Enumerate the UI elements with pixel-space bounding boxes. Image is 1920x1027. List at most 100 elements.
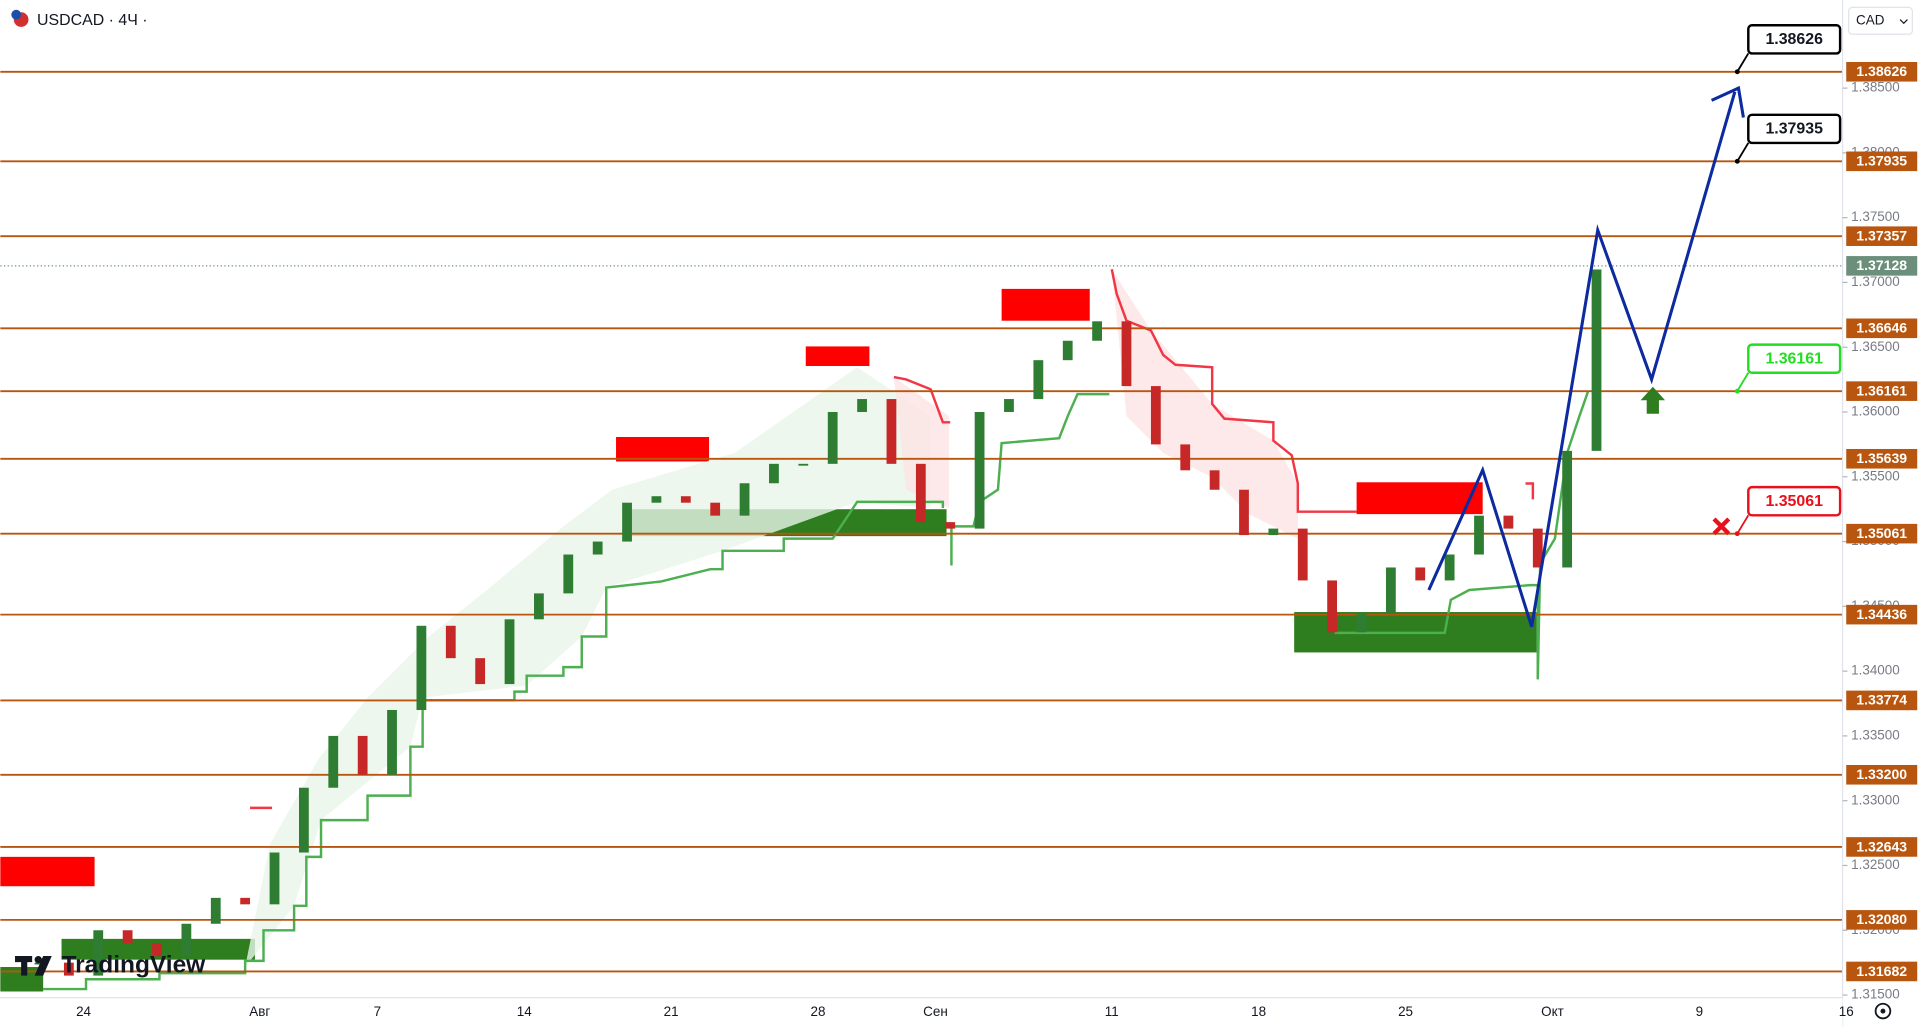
level-label: 1.35061 (1856, 525, 1907, 541)
projection-path (1427, 91, 1737, 628)
supertrend-down (893, 375, 951, 424)
candle-body (34, 962, 45, 965)
y-tick-label: 1.36000 (1851, 404, 1900, 419)
level-label: 1.37935 (1856, 153, 1907, 169)
axis-labels: 1.315001.320001.325001.330001.335001.340… (76, 61, 1918, 1019)
candle-body (181, 923, 192, 957)
candle-body (680, 496, 691, 503)
candle-body (857, 399, 867, 413)
x-tick-label: 25 (1398, 1004, 1413, 1019)
level-label: 1.32080 (1856, 911, 1907, 927)
level-badge (1846, 318, 1918, 339)
candle-body (534, 593, 544, 620)
candle-body (798, 463, 809, 466)
level-label: 1.36161 (1856, 382, 1907, 398)
callout-label: 1.35061 (1765, 493, 1823, 510)
y-tick-label: 1.36500 (1851, 339, 1900, 354)
candle-body (1268, 528, 1279, 536)
level-badge (1846, 764, 1918, 785)
candle-body (827, 412, 838, 464)
candle-body (739, 483, 750, 516)
level-badge (1846, 448, 1918, 469)
candle-body (1062, 340, 1073, 361)
level-label: 1.37357 (1856, 228, 1907, 244)
level-badge (1846, 961, 1918, 982)
x-tick-label: Окт (1541, 1004, 1564, 1019)
candle-body (210, 897, 221, 924)
level-label: 1.33200 (1856, 766, 1907, 782)
x-tick-label: 9 (1696, 1004, 1703, 1019)
level-badge (1846, 910, 1918, 930)
logo-part (21, 956, 28, 976)
candle-body (769, 463, 779, 484)
callout-connector (1736, 142, 1750, 162)
settings-dot (1880, 1008, 1886, 1014)
level-badge (1846, 690, 1918, 711)
x-tick-label: 18 (1251, 1004, 1266, 1019)
y-tick-label: 1.38500 (1851, 80, 1900, 95)
candle-body (886, 399, 897, 464)
supertrend-up (950, 392, 1110, 566)
candle-body (1591, 269, 1602, 451)
candle-body (563, 554, 574, 594)
candle-body (1150, 386, 1161, 445)
trend-fill (245, 367, 931, 968)
supply-zone (805, 346, 870, 366)
candle-body (1297, 528, 1308, 581)
y-tick-label: 1.35500 (1851, 468, 1900, 483)
candle-body (504, 619, 515, 685)
x-tick-label: 28 (811, 1004, 826, 1019)
supertrend-down (1110, 269, 1357, 513)
candle-body (1121, 321, 1132, 387)
level-badge (1846, 151, 1918, 172)
candle-body (1239, 489, 1249, 536)
supply-zone (616, 436, 710, 462)
currency-label: CAD (1856, 12, 1885, 27)
settings-button[interactable] (1874, 1002, 1892, 1020)
candle-body (1444, 554, 1455, 581)
candles (34, 269, 1602, 976)
stop-mark-line (1712, 517, 1731, 536)
candle-body (945, 522, 956, 529)
candle-body (622, 502, 632, 542)
logo-part (34, 956, 42, 964)
level-label: 1.35639 (1856, 450, 1907, 466)
x-tick-label: 11 (1105, 1004, 1119, 1019)
candle-body (1092, 321, 1102, 341)
candle-body (475, 658, 486, 685)
y-tick-label: 1.34000 (1851, 663, 1900, 678)
last-price-label: 1.37128 (1856, 257, 1907, 273)
x-tick-label: Сен (923, 1004, 948, 1019)
candle-body (651, 496, 662, 503)
candle-body (1385, 567, 1396, 613)
level-label: 1.34436 (1856, 606, 1907, 622)
callout-connector (1736, 52, 1750, 73)
candle-body (93, 930, 104, 976)
level-label: 1.38626 (1856, 63, 1907, 79)
brand-name: TradingView (62, 951, 207, 978)
candle-body (1562, 450, 1573, 568)
level-badge (1846, 226, 1918, 246)
callout-box (1747, 24, 1842, 55)
level-label: 1.31682 (1856, 963, 1907, 979)
level-badge (1846, 61, 1918, 82)
y-tick-label: 1.31500 (1851, 987, 1900, 1002)
y-tick-label: 1.37000 (1851, 274, 1900, 289)
candle-body (915, 463, 926, 523)
callout-label: 1.37935 (1765, 121, 1823, 138)
candle-body (1004, 399, 1014, 413)
y-tick-label: 1.33000 (1851, 792, 1900, 807)
brand-logo (15, 956, 52, 976)
level-badge (1846, 523, 1918, 544)
x-tick-label: 16 (1839, 1004, 1854, 1019)
level-label: 1.32643 (1856, 838, 1907, 854)
y-tick-label: 1.37500 (1851, 209, 1900, 224)
supply-zone (0, 856, 95, 887)
symbol-title: USDCAD · 4Ч · (37, 12, 147, 29)
logo-part (34, 956, 52, 976)
candle-body (240, 897, 251, 905)
candle-body (974, 412, 985, 529)
levels (0, 70, 1843, 973)
currency-select[interactable] (1848, 6, 1913, 35)
